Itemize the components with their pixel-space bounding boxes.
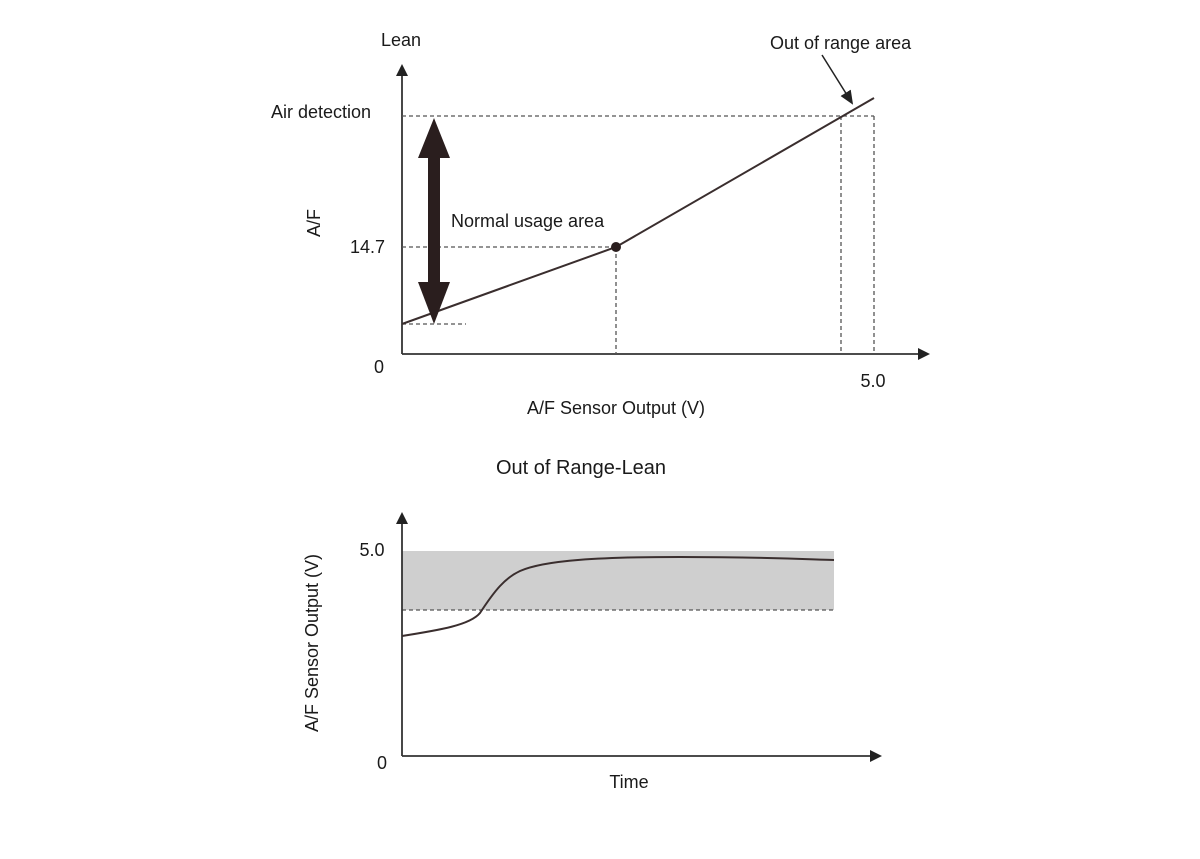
time-axis-label: Time: [609, 772, 648, 792]
bottom-origin-label: 0: [377, 753, 387, 773]
out-of-range-pointer-arrow: [821, 54, 854, 105]
bottom-y-tick-max-label: 5.0: [359, 540, 384, 560]
normal-usage-double-arrow: [418, 118, 450, 324]
air-detection-label: Air detection: [271, 102, 371, 122]
out-of-range-label: Out of range area: [770, 33, 912, 53]
normal-usage-label: Normal usage area: [451, 211, 605, 231]
top-origin-label: 0: [374, 357, 384, 377]
stoich-point: [611, 242, 621, 252]
stoich-tick-label: 14.7: [350, 237, 385, 257]
bottom-y-axis-label: A/F Sensor Output (V): [302, 554, 322, 732]
out-of-range-band: [402, 551, 834, 610]
x-axis-label: A/F Sensor Output (V): [527, 398, 705, 418]
bottom-chart-title: Out of Range-Lean: [496, 457, 666, 479]
y-axis-top-label: Lean: [381, 30, 421, 50]
sensor-output-curve: [401, 555, 835, 637]
y-axis-label: A/F: [304, 209, 324, 237]
top-chart: Lean A/F Air detection 14.7 0 5.0 A/F Se…: [271, 30, 930, 418]
bottom-chart: Out of Range-Lean 5.0 0 A/F Sensor Outpu…: [302, 457, 882, 792]
x-tick-max-label: 5.0: [860, 371, 885, 391]
